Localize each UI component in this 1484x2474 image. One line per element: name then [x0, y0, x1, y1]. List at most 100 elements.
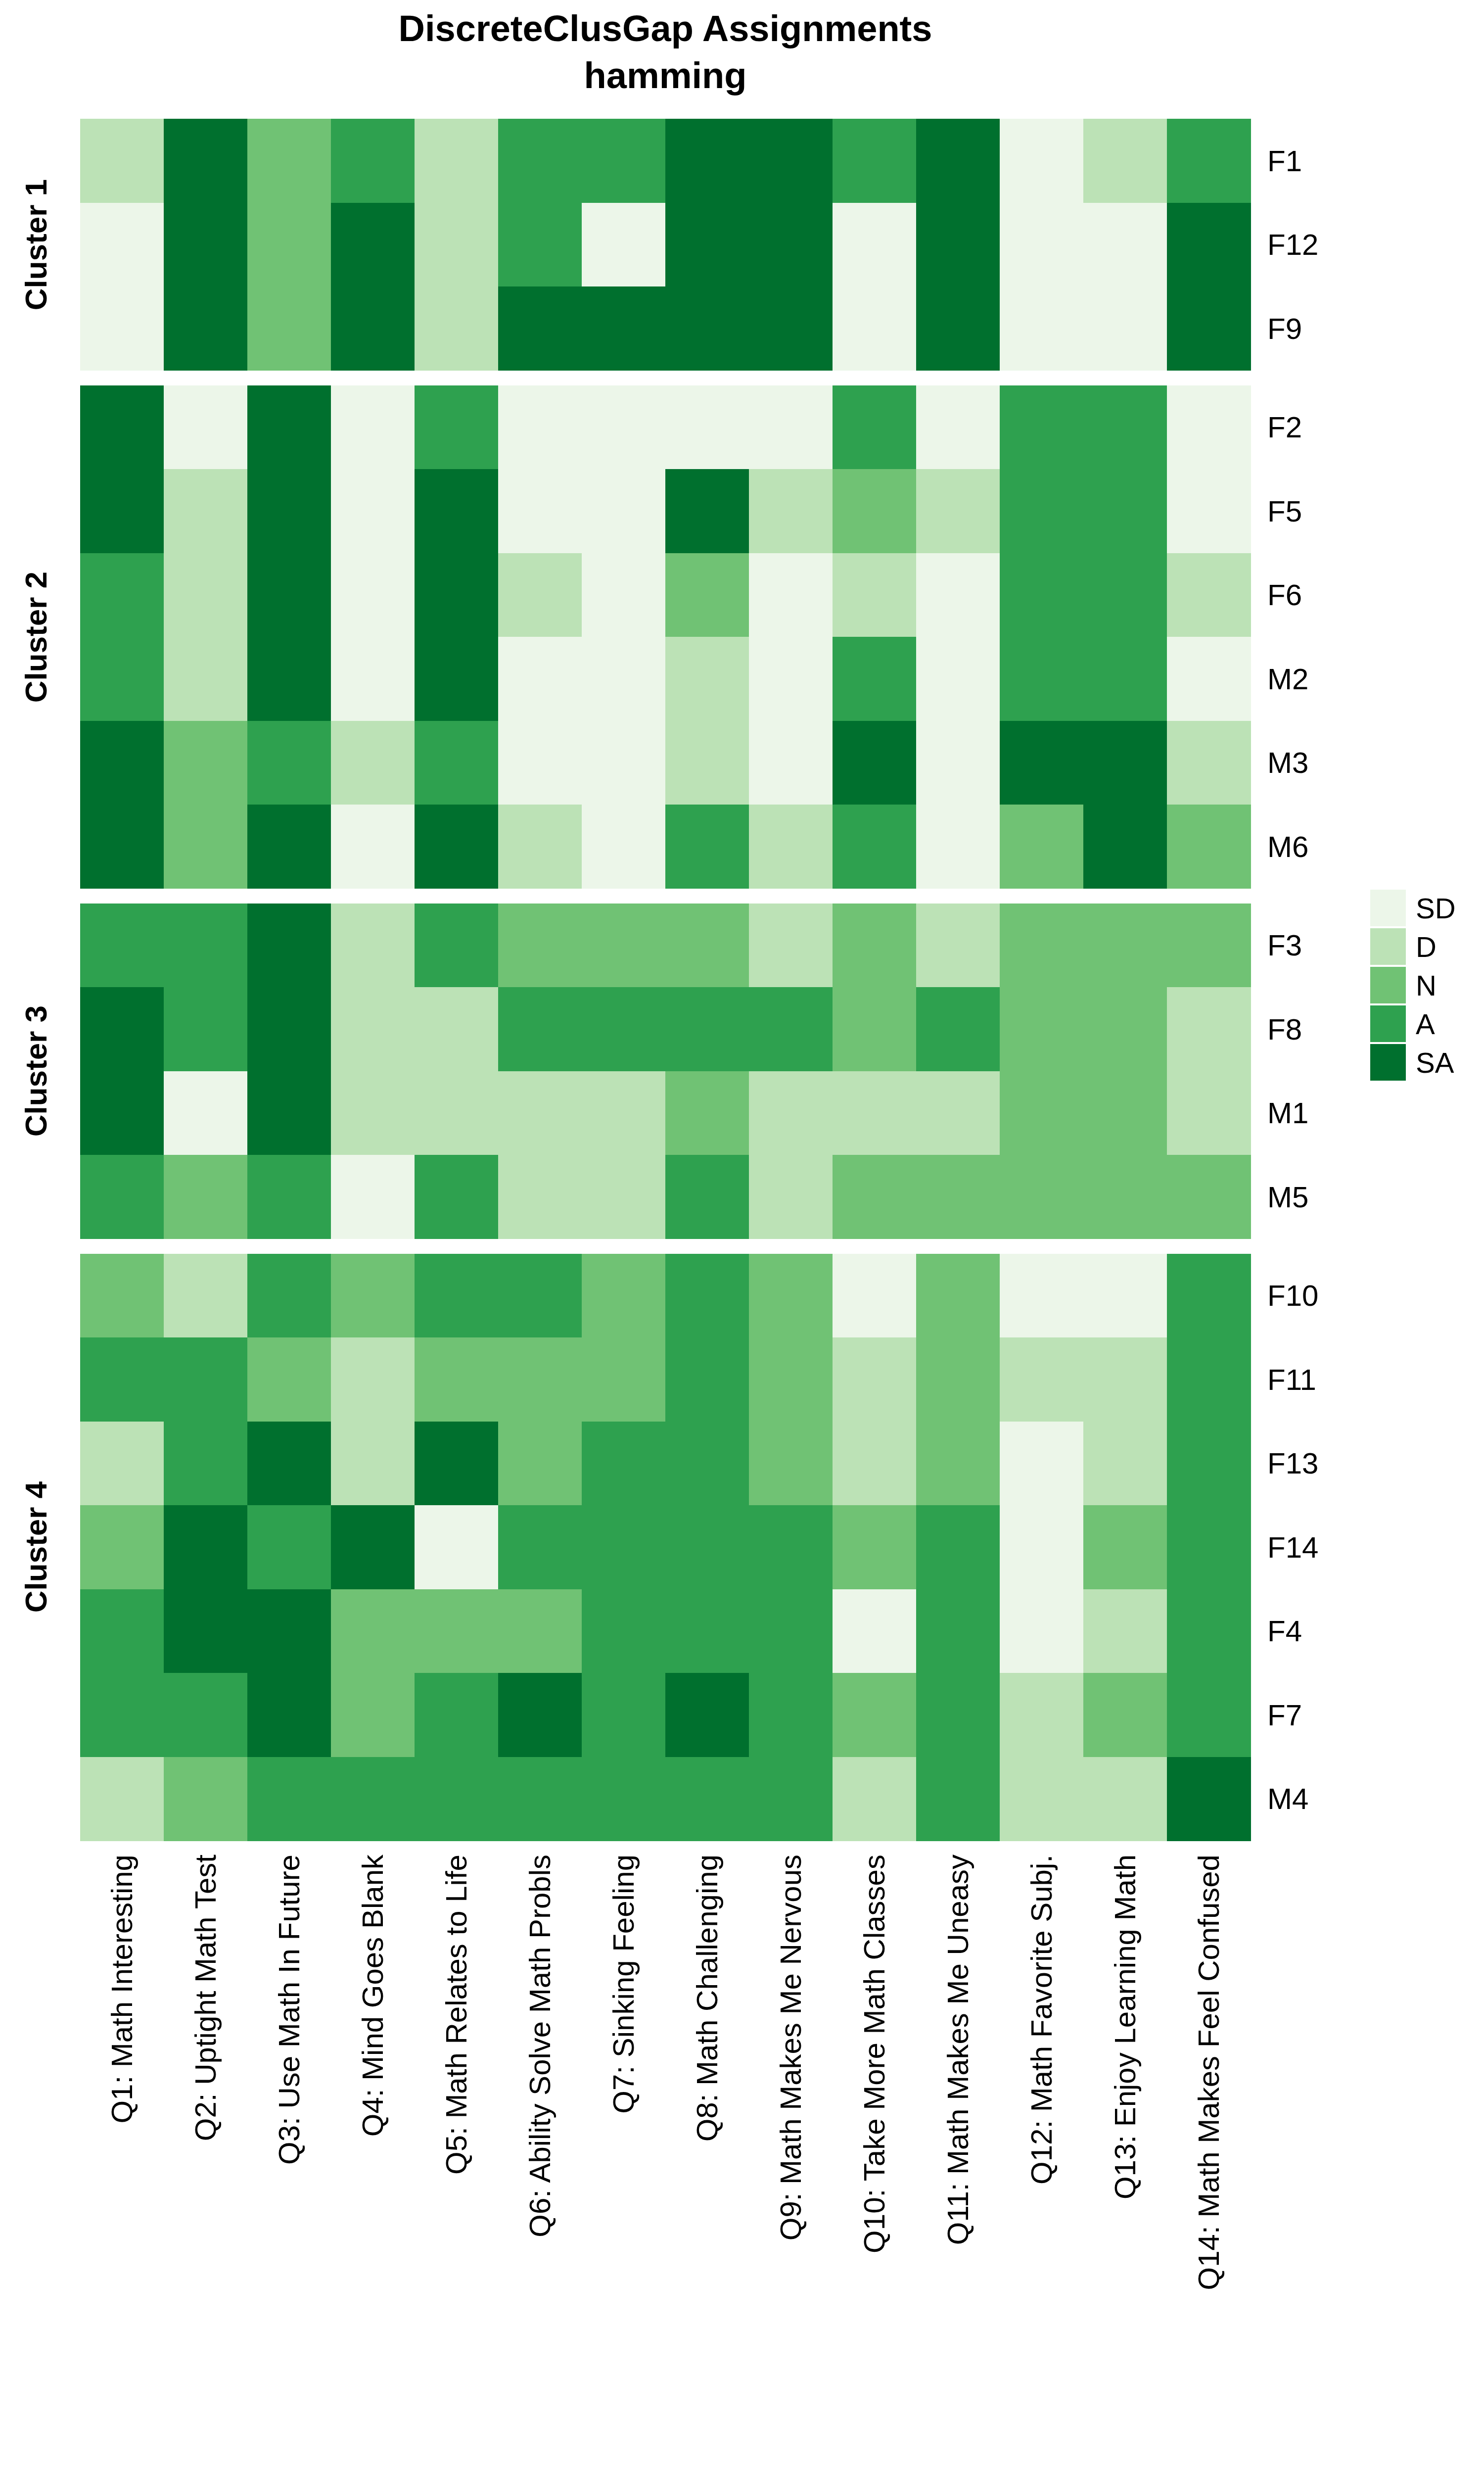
heatmap-cell: [582, 385, 666, 470]
heatmap-cell: [582, 1071, 666, 1155]
heatmap-cell: [498, 1757, 582, 1841]
heatmap-cell: [247, 469, 331, 553]
heatmap-cell: [415, 1337, 499, 1422]
heatmap-cell: [1083, 385, 1167, 470]
legend-swatch: [1370, 1044, 1406, 1081]
column-label: Q14: Math Makes Feel Confused: [1192, 1855, 1226, 2290]
heatmap-cell: [331, 1254, 415, 1338]
heatmap-cell: [164, 1422, 248, 1506]
heatmap-cell: [582, 637, 666, 721]
row-label: M2: [1267, 662, 1308, 696]
heatmap-cell: [331, 203, 415, 287]
heatmap-cell: [1000, 1589, 1084, 1673]
heatmap-cell: [665, 119, 749, 203]
row-label: M3: [1267, 746, 1308, 780]
heatmap-cell: [415, 721, 499, 805]
heatmap-cell: [415, 1505, 499, 1589]
heatmap-cell: [582, 904, 666, 988]
row-label: M5: [1267, 1180, 1308, 1214]
heatmap-cell: [164, 553, 248, 637]
heatmap-cell: [415, 904, 499, 988]
row-label: F11: [1267, 1362, 1316, 1396]
heatmap-cell: [665, 1422, 749, 1506]
heatmap-cell: [247, 1757, 331, 1841]
heatmap-cell: [498, 1071, 582, 1155]
heatmap-cell: [331, 1757, 415, 1841]
heatmap-cell: [498, 1155, 582, 1239]
heatmap-cell: [80, 1155, 164, 1239]
heatmap-cell: [164, 1589, 248, 1673]
heatmap-cell: [1083, 1071, 1167, 1155]
heatmap-cell: [582, 987, 666, 1071]
heatmap-cell: [833, 553, 917, 637]
heatmap-cell: [749, 1337, 833, 1422]
heatmap-cell: [916, 286, 1000, 371]
heatmap-cell: [164, 721, 248, 805]
heatmap-cell: [247, 1673, 331, 1757]
cluster-label: Cluster 3: [18, 1005, 53, 1137]
heatmap-cell: [916, 637, 1000, 721]
heatmap-cell: [749, 469, 833, 553]
heatmap-cell: [1167, 805, 1251, 889]
heatmap-cell: [1000, 1505, 1084, 1589]
column-label: Q5: Math Relates to Life: [439, 1855, 473, 2175]
heatmap-cell: [331, 1589, 415, 1673]
heatmap-cell: [916, 805, 1000, 889]
heatmap-cell: [247, 987, 331, 1071]
heatmap-cell: [498, 286, 582, 371]
heatmap-cell: [1167, 119, 1251, 203]
chart-title-line2: hamming: [80, 52, 1251, 99]
heatmap-cell: [749, 1505, 833, 1589]
row-label: F9: [1267, 311, 1302, 345]
heatmap-cell: [833, 721, 917, 805]
heatmap-cell: [916, 385, 1000, 470]
heatmap-cell: [1083, 203, 1167, 287]
heatmap-cell: [1000, 1071, 1084, 1155]
heatmap-cell: [1167, 1673, 1251, 1757]
row-label: M4: [1267, 1782, 1308, 1816]
row-label: F12: [1267, 228, 1318, 262]
heatmap-cell: [833, 904, 917, 988]
heatmap-cell: [80, 203, 164, 287]
row-label: F2: [1267, 410, 1302, 444]
column-label: Q12: Math Favorite Subj.: [1024, 1855, 1059, 2185]
heatmap-cell: [164, 119, 248, 203]
heatmap-cell: [749, 385, 833, 470]
heatmap-cell: [415, 469, 499, 553]
heatmap-cell: [331, 1422, 415, 1506]
heatmap-cell: [665, 1155, 749, 1239]
heatmap-cell: [415, 1155, 499, 1239]
heatmap-cell: [1083, 1757, 1167, 1841]
heatmap-cell: [331, 1337, 415, 1422]
heatmap-cell: [916, 1422, 1000, 1506]
heatmap-cell: [582, 1673, 666, 1757]
cluster-label: Cluster 4: [18, 1481, 53, 1613]
heatmap-cell: [247, 1337, 331, 1422]
heatmap-cell: [80, 1337, 164, 1422]
heatmap-cell: [1000, 987, 1084, 1071]
heatmap-cell: [749, 286, 833, 371]
heatmap-cell: [415, 987, 499, 1071]
heatmap-cell: [498, 637, 582, 721]
heatmap-cell: [1000, 637, 1084, 721]
heatmap-cell: [80, 1071, 164, 1155]
heatmap-cell: [582, 721, 666, 805]
heatmap-cell: [916, 553, 1000, 637]
heatmap-cell: [749, 1673, 833, 1757]
column-label: Q10: Take More Math Classes: [857, 1855, 891, 2253]
row-label: F7: [1267, 1698, 1302, 1732]
heatmap-cell: [498, 385, 582, 470]
heatmap-cell: [1083, 1254, 1167, 1338]
heatmap-cell: [1000, 119, 1084, 203]
heatmap-cell: [164, 904, 248, 988]
heatmap-cell: [665, 637, 749, 721]
heatmap-cell: [582, 1757, 666, 1841]
heatmap-cell: [749, 553, 833, 637]
heatmap-cell: [582, 1589, 666, 1673]
heatmap-figure: DiscreteClusGap Assignments hamming F1F1…: [0, 0, 1484, 2474]
heatmap-cell: [247, 1422, 331, 1506]
heatmap-cell: [331, 805, 415, 889]
heatmap-cell: [80, 1254, 164, 1338]
heatmap-cell: [415, 385, 499, 470]
heatmap-cell: [247, 286, 331, 371]
